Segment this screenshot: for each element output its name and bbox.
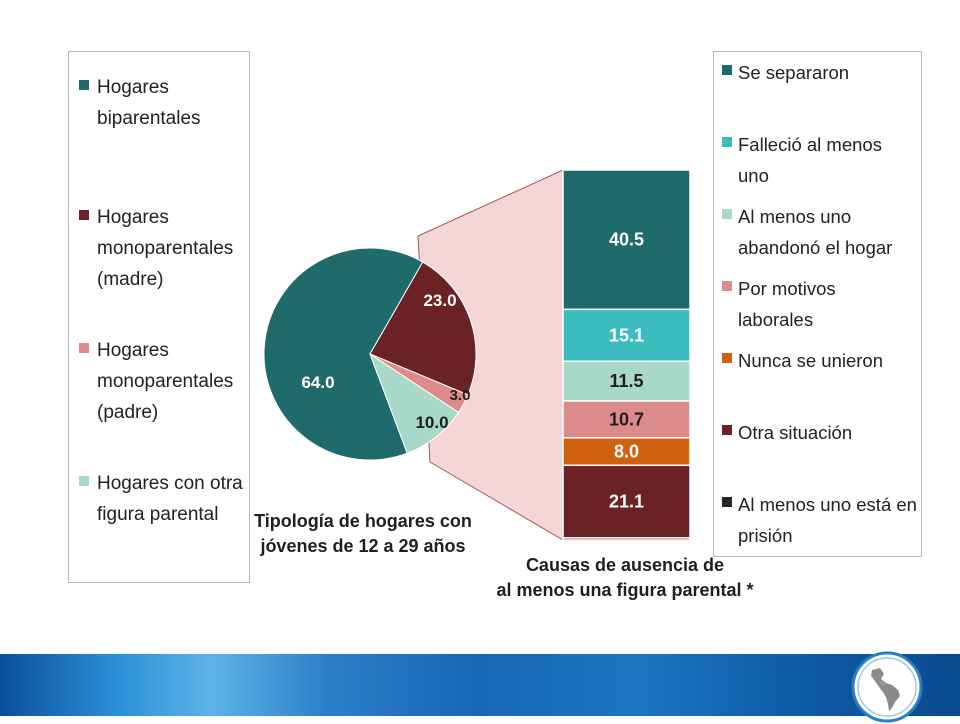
bar-data-label: 8.0 — [614, 442, 639, 462]
bar-legend-swatch — [722, 137, 732, 147]
bar-data-label: 40.5 — [609, 230, 644, 250]
bar-legend-label: Falleció al menos uno — [738, 134, 882, 186]
pie-legend: Hogares biparentales Hogares monoparental… — [68, 51, 250, 583]
bar-legend-swatch — [722, 281, 732, 291]
pie-data-label: 3.0 — [450, 387, 471, 404]
bar-chart-title: Causas de ausencia de al menos una figur… — [496, 555, 754, 600]
pie-chart-title: Tipología de hogares con jóvenes de 12 a… — [254, 511, 472, 556]
bar-data-label: 15.1 — [609, 325, 644, 345]
bar-legend-item: Al menos uno abandonó el hogar — [722, 201, 917, 263]
pie-legend-item: Hogares con otra figura parental — [79, 468, 245, 530]
bar-data-label: 21.1 — [609, 492, 644, 512]
americas-map-logo-icon — [851, 651, 923, 723]
bar-data-label: 11.5 — [609, 371, 643, 391]
bar-legend-item: Se separaron — [722, 57, 917, 88]
bar-legend-item: Falleció al menos uno — [722, 129, 917, 191]
pie-legend-label: Hogares monoparentales (padre) — [97, 340, 234, 423]
pie-legend-swatch — [79, 210, 89, 220]
bar-legend-swatch — [722, 497, 732, 507]
bar-legend-item: Otra situación — [722, 417, 917, 448]
bar-data-label: 0.6 — [617, 543, 635, 558]
bar-segment — [562, 169, 691, 311]
pie-data-label: 64.0 — [301, 373, 334, 392]
bar-legend-swatch — [722, 353, 732, 363]
footer-banner — [0, 654, 960, 716]
bar-segment — [562, 400, 691, 439]
pie-legend-label: Hogares biparentales — [97, 77, 201, 129]
pie-chart: 64.0 23.0 3.010.0 — [263, 247, 477, 461]
bar-legend-swatch — [722, 209, 732, 219]
pie-legend-swatch — [79, 343, 89, 353]
bar-legend: Se separaron Falleció al menos uno Al meno… — [713, 51, 922, 557]
bar-legend-item: Por motivos laborales — [722, 273, 917, 335]
bar-legend-swatch — [722, 425, 732, 435]
bar-legend-label: Se separaron — [738, 62, 850, 83]
bar-segment — [562, 360, 691, 402]
bar-segment — [562, 537, 691, 541]
bar-legend-item: Nunca se unieron — [722, 345, 917, 376]
pie-legend-item: Hogares monoparentales (madre) — [79, 202, 245, 295]
bar-segment — [562, 308, 691, 363]
bar-legend-label: Nunca se unieron — [738, 350, 884, 371]
pie-data-label: 23.0 — [423, 291, 456, 310]
pie-legend-label: Hogares con otra figura parental — [97, 473, 243, 525]
bar-legend-label: Otra situación — [738, 422, 853, 443]
pie-legend-label: Hogares monoparentales (madre) — [97, 207, 234, 290]
bar-legend-label: Al menos uno abandonó el hogar — [738, 206, 893, 258]
bar-data-label: 10.7 — [609, 409, 644, 429]
pie-legend-swatch — [79, 80, 89, 90]
pie-data-label: 10.0 — [415, 413, 448, 432]
pie-slice — [263, 247, 424, 461]
pie-slice — [368, 352, 460, 454]
bar-legend-label: Por motivos laborales — [738, 278, 836, 330]
bar-legend-item: Al menos uno está en prisión — [722, 489, 917, 551]
stacked-bar-chart: 40.5 15.1 11.5 10.7 8.0 21.1 0.6 — [562, 169, 691, 558]
bar-segment — [562, 464, 691, 539]
pie-legend-item: Hogares monoparentales (padre) — [79, 335, 245, 428]
bar-legend-swatch — [722, 65, 732, 75]
pie-slice — [369, 261, 477, 396]
bar-legend-label: Al menos uno está en prisión — [738, 494, 917, 546]
pie-legend-swatch — [79, 476, 89, 486]
pie-legend-item: Hogares biparentales — [79, 72, 245, 134]
